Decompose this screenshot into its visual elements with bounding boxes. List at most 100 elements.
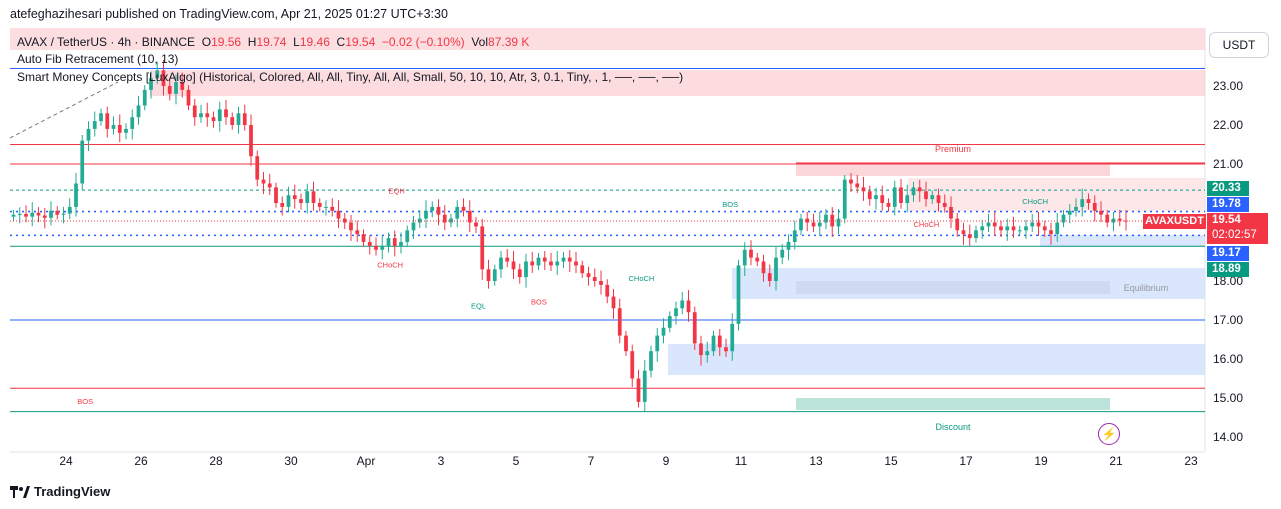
candle-body[interactable] [536,257,541,266]
lightning-icon[interactable]: ⚡ [1098,423,1120,445]
candle-body[interactable] [974,230,978,239]
candle-body[interactable] [367,242,372,246]
candle-body[interactable] [986,222,991,227]
candle-body[interactable] [205,113,210,118]
candle-body[interactable] [505,257,510,262]
candle-body[interactable] [186,89,191,106]
candle-body[interactable] [236,113,241,125]
candle-body[interactable] [155,70,160,79]
candle-body[interactable] [317,203,322,207]
candle-body[interactable] [311,191,316,203]
candle-body[interactable] [55,210,60,215]
candle-body[interactable] [1030,222,1035,227]
candle-body[interactable] [461,206,466,211]
candle-body[interactable] [649,351,653,371]
candle-body[interactable] [405,230,410,242]
candle-body[interactable] [349,222,353,231]
candle-body[interactable] [905,195,910,203]
candle-body[interactable] [655,335,660,352]
candle-body[interactable] [717,335,722,348]
candle-body[interactable] [1036,222,1041,227]
candle-body[interactable] [411,222,416,231]
candle-body[interactable] [1024,226,1028,231]
candle-body[interactable] [86,128,91,141]
candle-body[interactable] [1086,199,1091,203]
candle-body[interactable] [467,210,472,223]
candle-body[interactable] [342,218,347,223]
candle-body[interactable] [386,238,391,246]
candle-body[interactable] [292,195,297,200]
candle-body[interactable] [592,277,597,281]
candle-body[interactable] [955,218,960,231]
candle-body[interactable] [617,308,622,336]
candle-body[interactable] [1061,214,1066,223]
candle-body[interactable] [224,109,228,118]
candle-body[interactable] [267,183,272,188]
candle-body[interactable] [636,378,641,402]
candle-body[interactable] [930,195,935,200]
candle-body[interactable] [417,218,422,223]
candle-body[interactable] [1049,230,1053,235]
candle-body[interactable] [549,261,553,266]
candle-body[interactable] [680,300,685,309]
candle-body[interactable] [517,269,522,278]
candle-body[interactable] [886,203,891,207]
candle-body[interactable] [767,273,772,281]
candle-body[interactable] [161,70,166,86]
candle-body[interactable] [174,82,178,94]
candle-body[interactable] [780,249,785,258]
candle-body[interactable] [305,191,310,203]
candle-body[interactable] [1067,210,1072,215]
candle-body[interactable] [1074,206,1078,211]
candle-body[interactable] [280,203,285,207]
candle-body[interactable] [1055,222,1060,235]
candle-body[interactable] [30,212,35,217]
candle-body[interactable] [324,206,328,208]
candle-body[interactable] [511,261,516,270]
candle-body[interactable] [917,187,922,192]
candle-body[interactable] [111,125,116,129]
candle-body[interactable] [130,117,135,129]
candle-body[interactable] [792,230,797,242]
candle-body[interactable] [849,179,853,184]
legend-symbol[interactable]: AVAX / TetherUS · 4h · BINANCE [17,35,196,49]
candle-body[interactable] [761,261,766,274]
candle-body[interactable] [261,179,266,184]
candle-body[interactable] [49,210,53,218]
candle-body[interactable] [936,195,941,203]
candle-body[interactable] [442,214,447,223]
candle-body[interactable] [17,213,22,215]
candle-body[interactable] [399,242,403,246]
candle-body[interactable] [61,213,66,215]
candle-body[interactable] [1099,210,1103,215]
candle-body[interactable] [999,226,1003,231]
candle-body[interactable] [567,257,572,262]
candle-body[interactable] [674,308,678,317]
candle-body[interactable] [480,226,485,270]
candle-body[interactable] [861,187,866,192]
candle-body[interactable] [492,269,497,281]
candle-body[interactable] [599,281,603,285]
candle-body[interactable] [486,269,491,281]
candle-body[interactable] [805,218,810,223]
candle-body[interactable] [336,210,341,219]
candle-body[interactable] [355,230,360,235]
candle-body[interactable] [11,214,16,217]
candle-body[interactable] [524,261,528,278]
candle-body[interactable] [380,245,385,250]
candle-body[interactable] [117,125,122,133]
candle-body[interactable] [842,179,847,219]
candle-body[interactable] [892,187,897,207]
candle-body[interactable] [142,89,147,106]
candle-body[interactable] [217,109,222,122]
candle-body[interactable] [330,206,335,211]
candle-body[interactable] [286,195,291,207]
candle-body[interactable] [967,234,972,239]
candle-body[interactable] [99,113,103,122]
candle-body[interactable] [824,214,828,223]
candle-body[interactable] [911,187,916,196]
candle-body[interactable] [699,343,703,356]
candle-body[interactable] [817,222,822,227]
candle-body[interactable] [774,257,778,281]
